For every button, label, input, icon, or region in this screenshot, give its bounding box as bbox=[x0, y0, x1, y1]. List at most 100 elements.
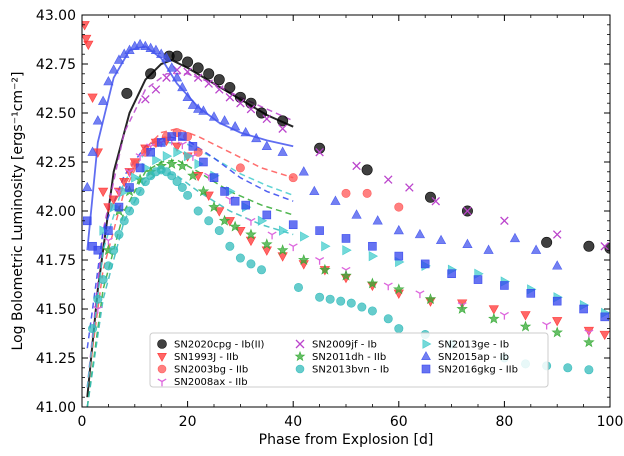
data-point-sn2015ap bbox=[219, 115, 230, 125]
x-tick-label: 80 bbox=[495, 414, 513, 430]
data-point-sn2016gkg bbox=[368, 241, 377, 251]
data-point-sn1993j bbox=[214, 207, 225, 217]
data-point-sn2020cpg bbox=[277, 115, 289, 127]
data-point-sn2009jf bbox=[352, 161, 361, 171]
data-point-sn2008ax bbox=[135, 153, 145, 161]
data-point-sn2011dh bbox=[218, 214, 231, 226]
data-point-sn1993j bbox=[203, 191, 214, 201]
data-point-sn2013ge bbox=[300, 231, 310, 242]
x-tick-label: 60 bbox=[390, 414, 408, 430]
data-point-sn2015ap bbox=[82, 181, 93, 192]
y-tick-label: 43.00 bbox=[36, 8, 76, 24]
data-point-sn2003bg bbox=[288, 173, 298, 183]
data-point-sn2015ap bbox=[309, 185, 320, 196]
y-tick-label: 42.00 bbox=[36, 204, 76, 220]
data-point-sn2009jf bbox=[278, 124, 287, 133]
legend-label-sn2013ge: SN2013ge - Ib bbox=[438, 340, 509, 351]
data-point-sn2003bg bbox=[394, 202, 404, 212]
data-point-sn2020cpg bbox=[192, 62, 204, 74]
data-point-sn2013bvn bbox=[130, 196, 140, 206]
data-point-sn2015ap bbox=[552, 260, 563, 270]
data-point-sn1993j bbox=[599, 330, 610, 341]
data-point-sn2008ax bbox=[246, 217, 256, 226]
data-point-sn2008ax bbox=[499, 311, 509, 320]
data-point-sn2009jf bbox=[151, 85, 161, 94]
legend-marker-sn2013bvn bbox=[295, 364, 305, 374]
data-point-sn2015ap bbox=[261, 140, 272, 150]
data-point-sn2016gkg bbox=[209, 173, 219, 182]
data-point-sn2009jf bbox=[431, 196, 441, 206]
data-point-sn2013bvn bbox=[193, 206, 203, 216]
data-point-sn2013bvn bbox=[214, 226, 224, 236]
plot-area bbox=[82, 21, 610, 407]
axes: 0 20 40 60 80 100 41.00 41.25 41.50 41.75 42.00 42.… bbox=[36, 8, 623, 430]
data-point-sn1993j bbox=[83, 40, 94, 51]
data-point-sn2015ap bbox=[198, 105, 209, 115]
data-point-sn2013bvn bbox=[103, 261, 113, 271]
data-point-sn2016gkg bbox=[552, 296, 562, 306]
data-point-sn2013bvn bbox=[584, 365, 594, 375]
data-point-sn2016gkg bbox=[600, 312, 610, 322]
data-point-sn2013bvn bbox=[88, 324, 98, 334]
data-point-sn2013ge bbox=[162, 150, 173, 162]
legend-marker-sn2016gkg bbox=[421, 364, 431, 374]
data-point-sn2011dh bbox=[488, 312, 500, 324]
data-point-sn1993j bbox=[552, 317, 563, 327]
data-point-sn2020cpg bbox=[541, 236, 553, 248]
data-point-sn2013bvn bbox=[135, 186, 145, 196]
data-point-sn2013ge bbox=[99, 225, 109, 236]
data-point-sn2015ap bbox=[298, 166, 309, 176]
data-point-sn2011dh bbox=[187, 169, 199, 181]
data-point-sn2020cpg bbox=[245, 97, 257, 109]
legend-marker-sn2003bg bbox=[157, 364, 167, 374]
data-point-sn2011dh bbox=[319, 263, 331, 275]
y-axis-label: Log Bolometric Luminosity [ergs⁻¹cm⁻²] bbox=[10, 72, 26, 351]
y-tick-label: 41.25 bbox=[36, 351, 76, 367]
data-point-sn2011dh bbox=[366, 277, 379, 289]
data-point-sn2013bvn bbox=[257, 265, 267, 275]
legend-marker-sn2013ge bbox=[422, 339, 432, 349]
data-point-sn2013ge bbox=[342, 245, 352, 256]
data-point-sn2013bvn bbox=[383, 314, 393, 324]
data-point-sn2015ap bbox=[113, 54, 125, 64]
data-point-sn2008ax bbox=[415, 290, 425, 299]
data-point-sn1993j bbox=[82, 21, 90, 31]
data-point-sn2015ap bbox=[393, 224, 404, 235]
data-point-sn2015ap bbox=[103, 75, 114, 86]
data-point-sn2009jf bbox=[236, 98, 245, 108]
legend-marker-sn1993j bbox=[157, 352, 167, 362]
data-point-sn2020cpg bbox=[121, 87, 133, 99]
data-point-sn2009jf bbox=[193, 73, 203, 82]
data-point-sn2020cpg bbox=[361, 164, 373, 176]
data-point-sn2009jf bbox=[600, 242, 609, 251]
data-point-sn2009jf bbox=[162, 73, 171, 82]
y-tick-label: 41.50 bbox=[36, 302, 76, 318]
data-point-sn2020cpg bbox=[224, 82, 236, 94]
data-point-sn2015ap bbox=[97, 95, 109, 105]
data-point-sn2013bvn bbox=[563, 363, 573, 373]
legend-marker-sn2015ap bbox=[421, 351, 431, 361]
data-point-sn2008ax bbox=[542, 321, 552, 330]
fit-curve-sn2013ge bbox=[86, 141, 294, 388]
data-point-sn2016gkg bbox=[341, 234, 351, 243]
legend-label-sn2003bg: SN2003bg - IIb bbox=[174, 365, 248, 376]
legend-label-sn2009jf: SN2009jf - Ib bbox=[312, 340, 377, 351]
data-point-sn2020cpg bbox=[213, 74, 225, 86]
data-point-sn2009jf bbox=[183, 67, 192, 77]
data-point-sn2015ap bbox=[483, 244, 494, 254]
data-point-sn2016gkg bbox=[500, 281, 509, 290]
y-tick-label: 41.00 bbox=[36, 400, 76, 416]
data-point-sn2015ap bbox=[150, 44, 162, 54]
data-point-sn2011dh bbox=[245, 228, 257, 240]
data-point-sn1993j bbox=[119, 177, 130, 188]
x-tick-label: 40 bbox=[284, 414, 302, 430]
data-point-sn2009jf bbox=[405, 183, 414, 192]
data-point-sn2013bvn bbox=[235, 253, 245, 263]
legend-label-sn2008ax: SN2008ax - IIb bbox=[174, 377, 248, 388]
legend-marker-sn2011dh bbox=[294, 350, 306, 362]
data-point-sn1993j bbox=[82, 34, 92, 45]
data-point-sn2013bvn bbox=[177, 182, 187, 192]
data-point-sn2013bvn bbox=[394, 324, 404, 334]
